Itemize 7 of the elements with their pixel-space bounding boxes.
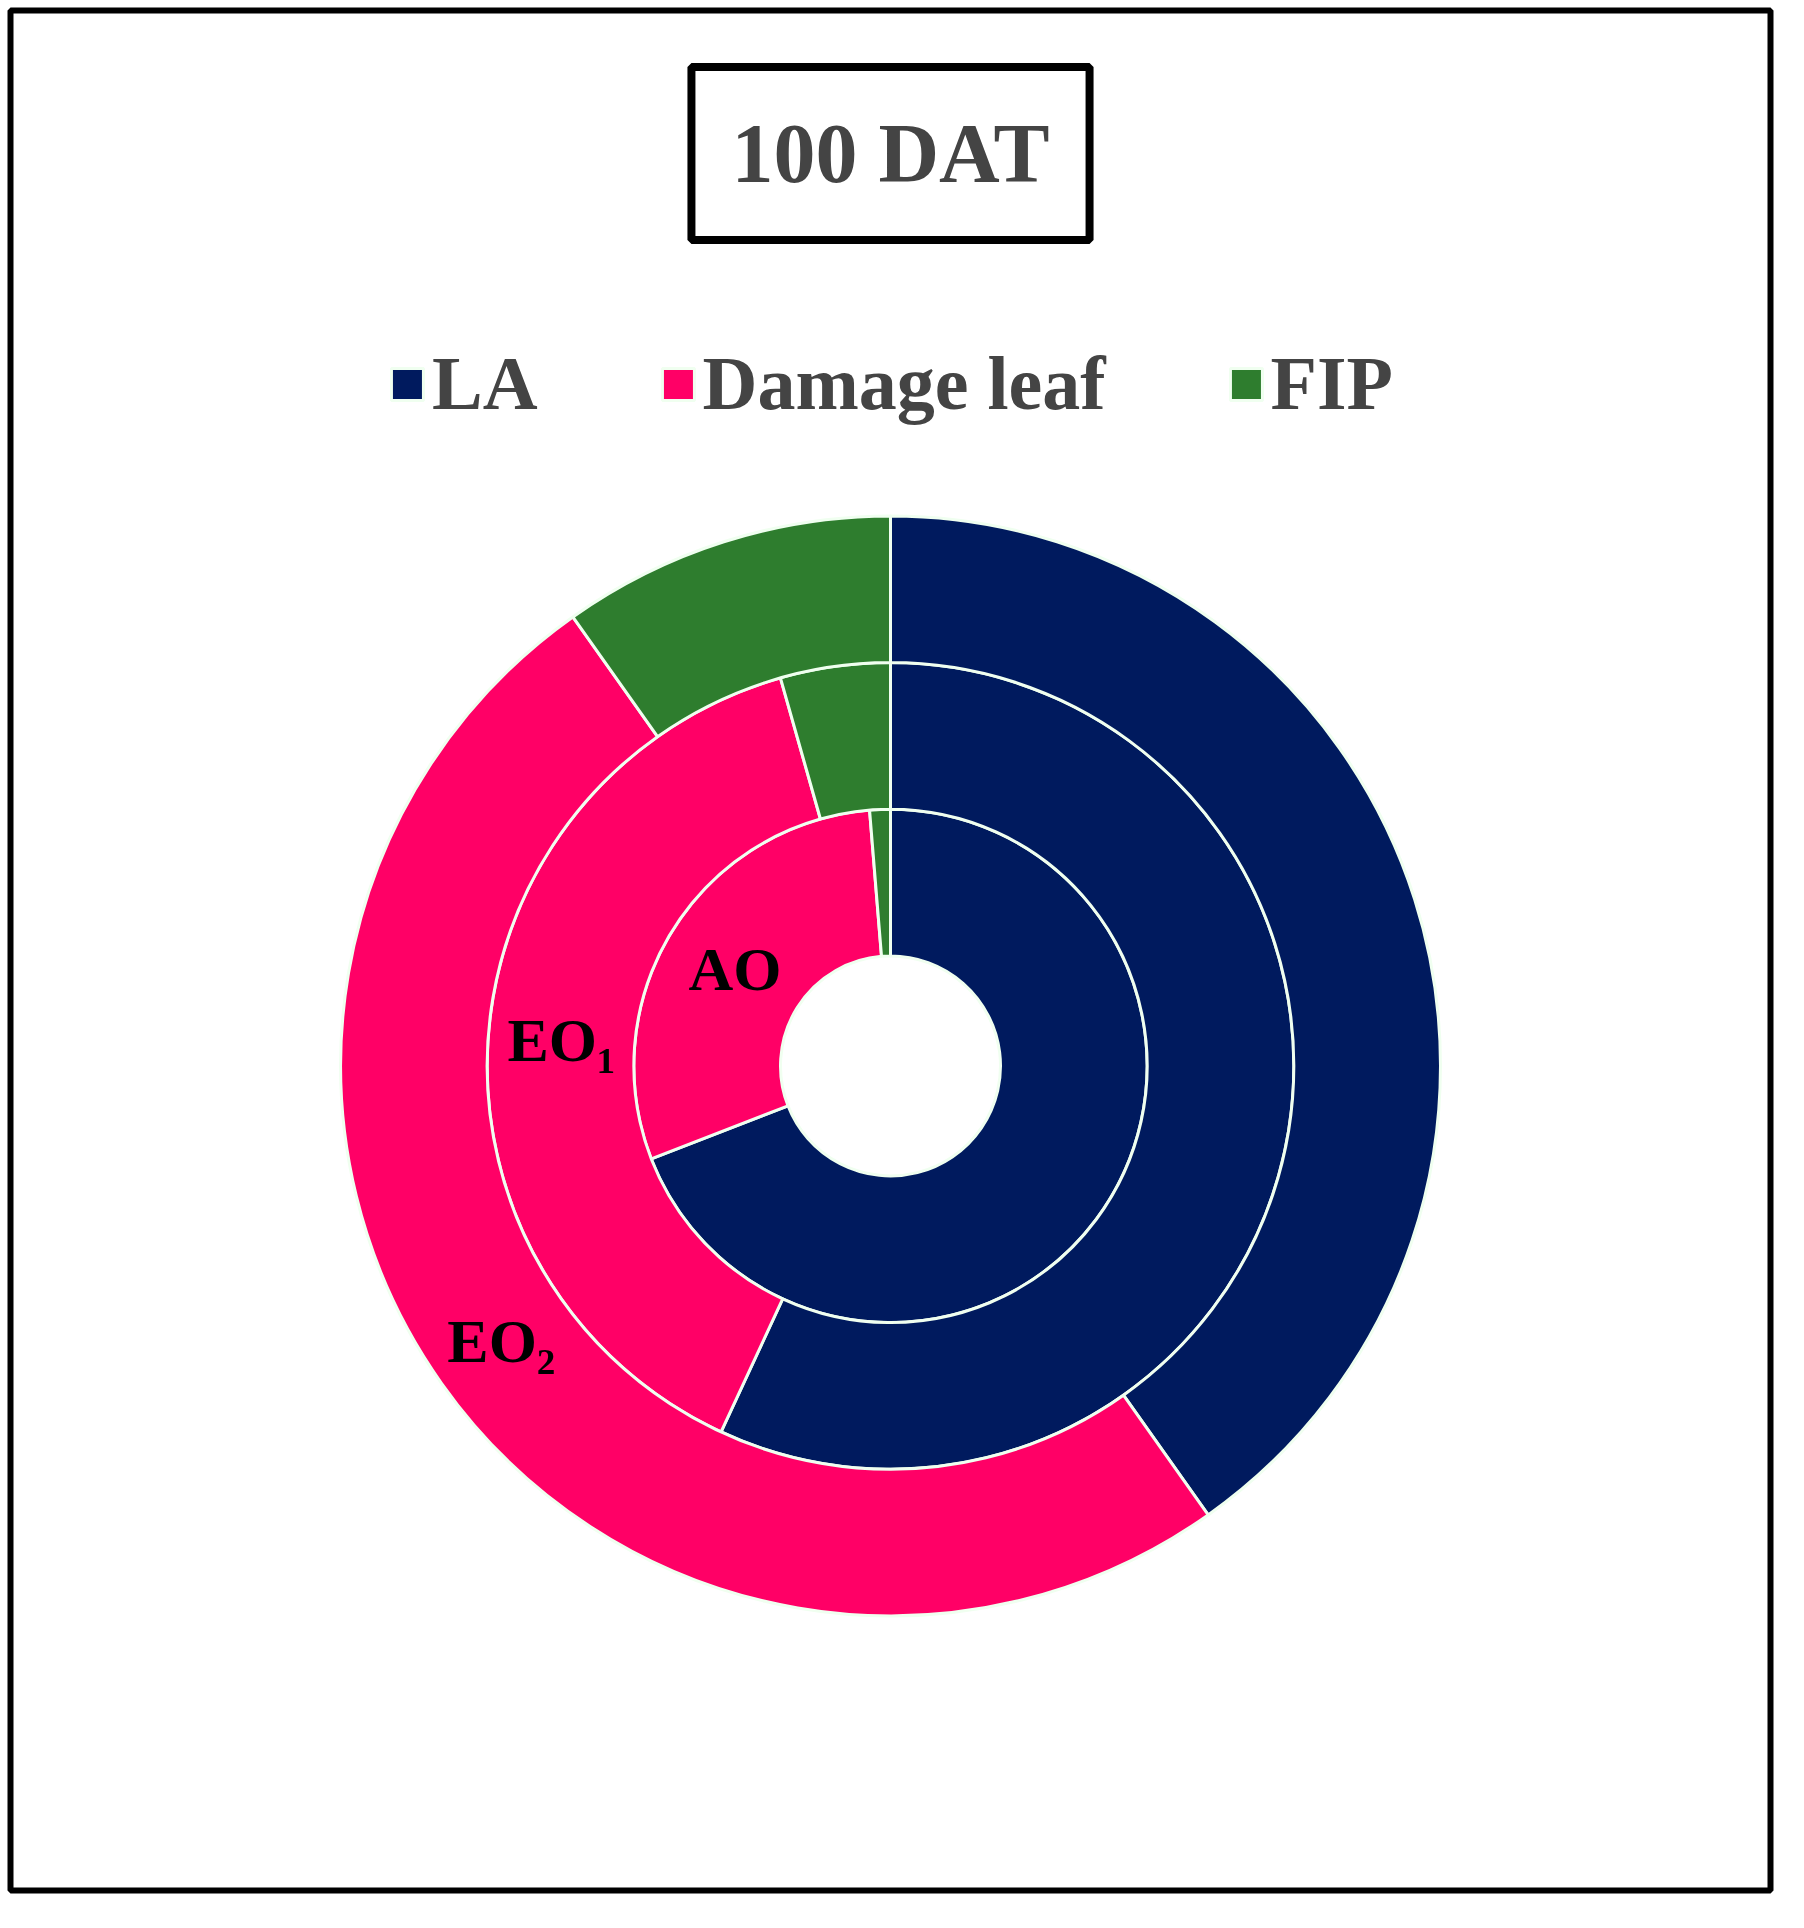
legend-label: LA [431,340,538,427]
slice-label: EO₁ [507,1006,616,1075]
slice-label: EO₂ [447,1307,556,1376]
legend-label: Damage leaf [702,340,1106,427]
slice-label: AO [688,934,782,1003]
legend-label: FIP [1270,340,1394,427]
chart-title: 100 DAT [731,106,1050,200]
